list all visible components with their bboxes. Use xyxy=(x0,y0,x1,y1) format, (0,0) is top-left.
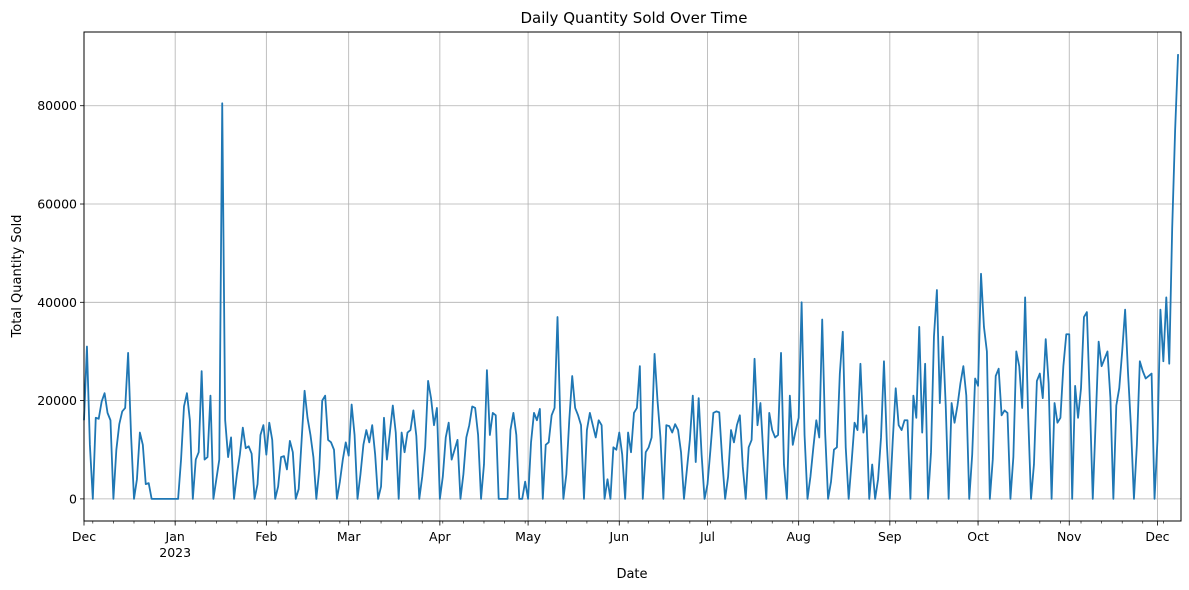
x-tick-label: Feb xyxy=(255,529,277,544)
x-tick-label: Apr xyxy=(429,529,451,544)
x-tick-label: Jun xyxy=(608,529,629,544)
x-tick-label: Oct xyxy=(967,529,989,544)
x-tick-label: Nov xyxy=(1057,529,1082,544)
y-tick-label: 40000 xyxy=(37,295,77,310)
x-tick-label: May xyxy=(515,529,541,544)
y-tick-label: 0 xyxy=(69,491,77,506)
series-line xyxy=(83,54,1179,500)
x-tick-sublabel: 2023 xyxy=(159,545,191,560)
x-tick-label: Jul xyxy=(699,529,715,544)
y-tick-label: 80000 xyxy=(37,98,77,113)
x-tick-label: Aug xyxy=(786,529,810,544)
x-tick-label: Sep xyxy=(878,529,902,544)
y-axis-ticks: 0 20000 40000 60000 80000 xyxy=(37,98,84,506)
y-tick-label: 20000 xyxy=(37,393,77,408)
x-axis-label: Date xyxy=(616,567,647,582)
x-tick-label: Mar xyxy=(337,529,361,544)
plot-frame xyxy=(83,31,1182,522)
x-tick-label: Dec xyxy=(1145,529,1169,544)
y-axis-label: Total Quantity Sold xyxy=(10,215,25,339)
x-tick-label: Jan xyxy=(165,529,185,544)
chart-title: Daily Quantity Sold Over Time xyxy=(520,9,747,27)
y-tick-label: 60000 xyxy=(37,197,77,212)
x-tick-label: Dec xyxy=(72,529,96,544)
